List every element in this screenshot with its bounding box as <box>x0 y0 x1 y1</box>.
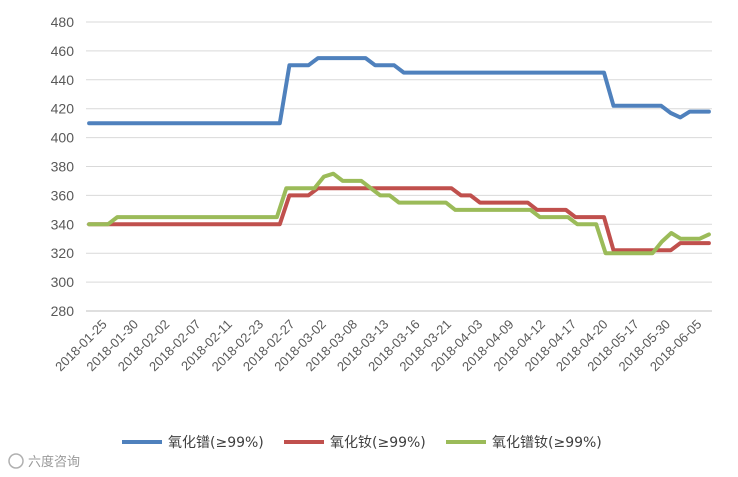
legend-label: 氧化镨钕(≥99%) <box>492 435 602 451</box>
y-tick-label: 360 <box>51 187 75 203</box>
y-tick-label: 460 <box>51 43 75 59</box>
y-tick-label: 480 <box>51 14 75 30</box>
y-tick-label: 280 <box>51 303 75 319</box>
legend-label: 氧化钕(≥99%) <box>330 435 426 451</box>
legend: 氧化镨(≥99%) 氧化钕(≥99%) 氧化镨钕(≥99%) <box>122 435 602 451</box>
y-tick-label: 340 <box>51 216 75 232</box>
watermark-text: 六度咨询 <box>28 454 80 470</box>
gridlines <box>86 21 712 312</box>
watermark: 六度咨询 <box>8 453 80 470</box>
y-tick-label: 440 <box>51 72 75 88</box>
watermark-logo-icon <box>8 453 24 469</box>
y-tick-label: 400 <box>51 130 75 146</box>
series-lines <box>87 56 711 256</box>
y-tick-label: 320 <box>51 245 75 261</box>
series-line-3 <box>87 171 711 256</box>
series-line-1 <box>87 56 711 126</box>
y-tick-label: 420 <box>51 101 75 117</box>
y-tick-label: 300 <box>51 274 75 290</box>
y-axis-ticks: 280 300 320 340 360 380 400 420 440 460 480 <box>51 14 75 319</box>
series-line-2 <box>87 186 711 253</box>
x-axis-ticks: 2018-01-252018-01-302018-02-022018-02-07… <box>52 317 704 375</box>
y-tick-label: 380 <box>51 159 75 175</box>
legend-label: 氧化镨(≥99%) <box>168 435 264 451</box>
